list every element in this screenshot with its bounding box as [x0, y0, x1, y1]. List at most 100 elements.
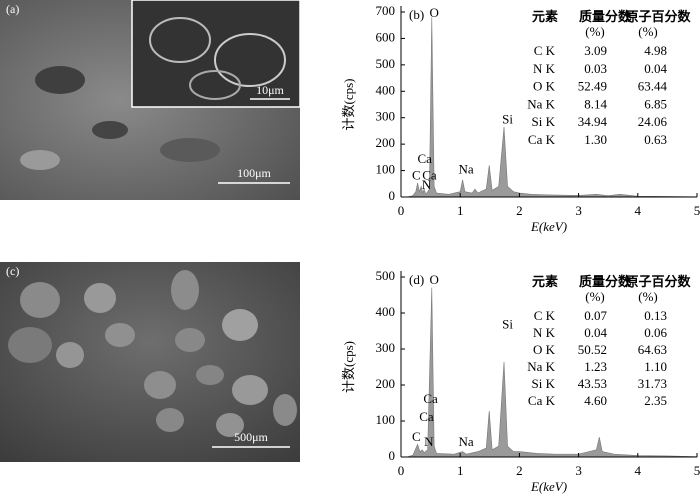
table-cell: Ca K — [528, 393, 556, 408]
table-cell: N K — [533, 61, 556, 76]
table-cell: O K — [533, 342, 556, 357]
sem-image-c: (c) 500μm — [0, 262, 300, 462]
table-header: 原子百分数 — [625, 274, 691, 289]
x-tick-label: 1 — [457, 463, 464, 478]
peak-label: Na — [459, 162, 474, 177]
peak-label: O — [429, 272, 438, 287]
table-unit: (%) — [585, 289, 605, 304]
table-header: 质量分数 — [579, 274, 632, 289]
peak-label: O — [429, 5, 438, 20]
x-axis-label: E(keV) — [530, 479, 567, 494]
scale-label: 100μm — [237, 166, 271, 180]
table-cell: 4.98 — [644, 43, 667, 58]
table-cell: 6.85 — [644, 96, 667, 111]
table-cell: 43.53 — [578, 376, 607, 391]
peak-label: C — [412, 429, 421, 444]
table-cell: O K — [533, 79, 556, 94]
table-cell: 0.03 — [584, 61, 607, 76]
x-tick-label: 2 — [516, 203, 523, 218]
panel-label: (d) — [409, 272, 424, 287]
table-cell: 52.49 — [578, 79, 607, 94]
y-tick-label: 300 — [376, 340, 396, 355]
table-unit: (%) — [638, 24, 658, 39]
table-cell: 4.60 — [584, 393, 607, 408]
panel-label: (b) — [409, 7, 424, 22]
x-tick-label: 2 — [516, 463, 523, 478]
x-tick-label: 5 — [694, 203, 700, 218]
y-tick-label: 500 — [376, 268, 396, 283]
table-cell: 31.73 — [638, 376, 667, 391]
peak-label: N — [422, 177, 432, 192]
y-tick-label: 0 — [389, 188, 396, 203]
y-tick-label: 600 — [376, 29, 396, 44]
y-tick-label: 400 — [376, 82, 396, 97]
scale-label: 500μm — [234, 430, 268, 444]
inset-scale-label: 10μm — [256, 83, 284, 97]
table-cell: C K — [534, 308, 556, 323]
peak-label: C — [412, 167, 421, 182]
table-cell: 0.63 — [644, 132, 667, 147]
table-cell: 0.06 — [644, 325, 667, 340]
y-tick-label: 200 — [376, 135, 396, 150]
table-cell: 0.13 — [644, 308, 667, 323]
y-axis-label: 计数(cps) — [341, 341, 356, 393]
table-cell: 2.35 — [644, 393, 667, 408]
peak-label: Ca — [419, 409, 434, 424]
peak-label: Na — [459, 434, 474, 449]
table-cell: 64.63 — [638, 342, 667, 357]
table-cell: 50.52 — [578, 342, 607, 357]
table-cell: 24.06 — [638, 114, 668, 129]
y-tick-label: 100 — [376, 412, 396, 427]
x-tick-label: 3 — [575, 203, 582, 218]
table-cell: Si K — [532, 114, 556, 129]
y-tick-label: 400 — [376, 304, 396, 319]
x-axis-label: E(keV) — [530, 219, 567, 234]
peak-label: N — [424, 434, 434, 449]
y-tick-label: 0 — [389, 448, 396, 463]
peak-label: Ca — [417, 151, 432, 166]
table-cell: Ca K — [528, 132, 556, 147]
y-tick-label: 200 — [376, 376, 396, 391]
x-tick-label: 0 — [398, 463, 405, 478]
table-cell: 0.04 — [644, 61, 667, 76]
table-cell: 1.30 — [584, 132, 607, 147]
table-cell: 8.14 — [584, 96, 607, 111]
table-unit: (%) — [585, 24, 605, 39]
table-cell: Na K — [527, 359, 555, 374]
table-cell: 1.10 — [644, 359, 667, 374]
table-cell: Na K — [527, 96, 555, 111]
table-cell: C K — [534, 43, 556, 58]
table-header: 质量分数 — [579, 9, 632, 24]
panel-label: (a) — [6, 2, 19, 16]
table-unit: (%) — [638, 289, 658, 304]
table-cell: 3.09 — [584, 43, 607, 58]
panel-label: (c) — [6, 264, 19, 278]
x-tick-label: 1 — [457, 203, 464, 218]
table-header: 元素 — [532, 9, 558, 24]
table-header: 元素 — [532, 274, 558, 289]
table-cell: Si K — [532, 376, 556, 391]
peak-label: Ca — [422, 167, 437, 182]
peak-label: Ca — [423, 391, 438, 406]
sem-image-a: 10μm (a) 100μm — [0, 0, 301, 200]
table-cell: 0.07 — [584, 308, 607, 323]
table-cell: 63.44 — [638, 79, 668, 94]
x-tick-label: 4 — [635, 463, 642, 478]
table-cell: N K — [533, 325, 556, 340]
x-tick-label: 4 — [635, 203, 642, 218]
table-cell: 34.94 — [578, 114, 608, 129]
y-axis-label: 计数(cps) — [341, 79, 356, 131]
peak-label: Si — [502, 317, 513, 332]
y-tick-label: 500 — [376, 56, 396, 71]
table-cell: 1.23 — [584, 359, 607, 374]
table-header: 原子百分数 — [625, 9, 691, 24]
spectrum — [401, 287, 698, 458]
y-tick-label: 300 — [376, 109, 396, 124]
x-tick-label: 0 — [398, 203, 405, 218]
x-tick-label: 3 — [575, 463, 582, 478]
spectrum — [401, 17, 698, 198]
peak-label: Si — [502, 111, 513, 126]
y-tick-label: 100 — [376, 162, 396, 177]
x-tick-label: 5 — [694, 463, 700, 478]
